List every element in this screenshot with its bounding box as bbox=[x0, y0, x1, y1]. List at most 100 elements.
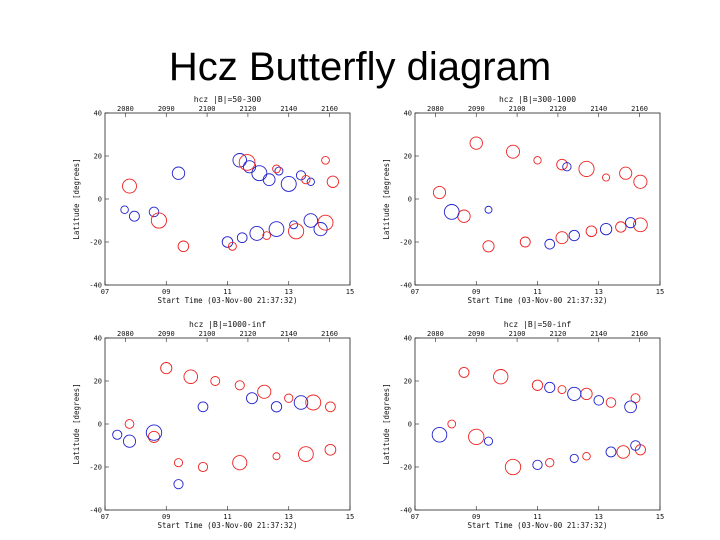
bottom-tick-label: 09 bbox=[472, 513, 480, 521]
panel-title: hcz |B|=50-inf bbox=[504, 320, 572, 329]
y-tick-label: 0 bbox=[98, 421, 102, 429]
data-point-red bbox=[305, 394, 322, 411]
top-tick-label: 2160 bbox=[321, 330, 338, 338]
data-point-red bbox=[578, 160, 595, 177]
y-tick-label: -40 bbox=[399, 282, 412, 290]
y-tick-label: -20 bbox=[89, 239, 102, 247]
top-tick-label: 2120 bbox=[239, 330, 256, 338]
data-point-blue bbox=[262, 173, 276, 187]
data-point-blue bbox=[532, 459, 543, 471]
data-point-red bbox=[545, 458, 555, 468]
data-point-blue bbox=[567, 386, 582, 401]
bottom-tick-label: 07 bbox=[411, 513, 419, 521]
data-point-red bbox=[173, 458, 184, 468]
y-tick-label: 0 bbox=[98, 196, 102, 204]
data-point-red bbox=[232, 455, 248, 471]
x-axis-title: Start Time (03-Nov-00 21:37:32) bbox=[468, 521, 608, 530]
bottom-tick-label: 07 bbox=[101, 288, 109, 296]
slide-title: Hcz Butterfly diagram bbox=[168, 45, 552, 89]
data-point-red bbox=[284, 393, 294, 403]
data-point-red bbox=[210, 376, 221, 386]
data-point-blue bbox=[280, 175, 297, 192]
top-tick-label: 2160 bbox=[321, 105, 338, 113]
data-point-blue bbox=[236, 232, 248, 244]
y-tick-label: -20 bbox=[89, 464, 102, 472]
y-tick-label: -40 bbox=[399, 507, 412, 515]
y-axis-title: Latitude [degrees] bbox=[72, 158, 81, 239]
data-point-blue bbox=[625, 217, 637, 229]
data-point-red bbox=[557, 385, 567, 395]
data-point-blue bbox=[599, 222, 613, 236]
bottom-tick-label: 15 bbox=[346, 513, 354, 521]
data-point-red bbox=[533, 156, 542, 165]
data-point-blue bbox=[544, 381, 556, 393]
data-point-blue bbox=[289, 220, 299, 230]
top-tick-label: 2100 bbox=[199, 330, 216, 338]
data-point-red bbox=[602, 173, 611, 182]
data-point-red bbox=[447, 419, 457, 429]
data-point-red bbox=[150, 212, 167, 229]
top-tick-label: 2080 bbox=[427, 105, 444, 113]
data-point-blue bbox=[313, 222, 328, 237]
bottom-tick-label: 09 bbox=[162, 513, 170, 521]
data-point-red bbox=[469, 136, 483, 150]
data-point-blue bbox=[605, 446, 617, 458]
top-tick-label: 2140 bbox=[590, 105, 607, 113]
bottom-tick-label: 13 bbox=[285, 288, 293, 296]
y-tick-label: 20 bbox=[94, 153, 102, 161]
data-point-blue bbox=[145, 424, 163, 441]
data-point-red bbox=[298, 446, 314, 462]
data-point-blue bbox=[221, 236, 234, 248]
data-point-blue bbox=[630, 440, 641, 451]
top-tick-label: 2080 bbox=[117, 105, 134, 113]
data-point-red bbox=[580, 387, 593, 401]
data-point-blue bbox=[120, 205, 129, 214]
data-point-red bbox=[482, 240, 495, 253]
top-tick-label: 2160 bbox=[631, 330, 648, 338]
data-point-red bbox=[272, 164, 281, 174]
bottom-tick-label: 15 bbox=[656, 513, 664, 521]
top-tick-label: 2120 bbox=[549, 330, 566, 338]
top-tick-label: 2080 bbox=[117, 330, 134, 338]
bottom-tick-label: 15 bbox=[656, 288, 664, 296]
x-axis-title: Start Time (03-Nov-00 21:37:32) bbox=[158, 521, 298, 530]
data-point-blue bbox=[148, 206, 160, 218]
data-point-red bbox=[585, 225, 598, 237]
data-point-red bbox=[630, 393, 641, 404]
bottom-tick-label: 15 bbox=[346, 288, 354, 296]
y-tick-label: -20 bbox=[399, 239, 412, 247]
panel-title: hcz |B|=50-300 bbox=[194, 95, 262, 104]
data-point-blue bbox=[171, 166, 186, 180]
data-point-blue bbox=[197, 401, 209, 413]
top-tick-label: 2140 bbox=[280, 105, 297, 113]
data-point-red bbox=[183, 369, 198, 384]
data-point-blue bbox=[128, 210, 140, 222]
bottom-tick-label: 11 bbox=[533, 288, 541, 296]
top-tick-label: 2090 bbox=[158, 330, 175, 338]
data-point-red bbox=[257, 384, 272, 399]
bottom-tick-label: 11 bbox=[223, 288, 231, 296]
panel-bottom-left: hcz |B|=1000-inf 2080 2090 2100 2120 2140 2160… bbox=[72, 320, 354, 530]
bottom-tick-label: 11 bbox=[533, 513, 541, 521]
y-tick-label: 40 bbox=[404, 110, 412, 118]
data-point-red bbox=[616, 445, 630, 459]
data-point-red bbox=[147, 430, 161, 443]
x-axis-title: Start Time (03-Nov-00 21:37:32) bbox=[158, 296, 298, 305]
data-point-blue bbox=[274, 166, 284, 176]
data-point-blue bbox=[232, 153, 247, 168]
data-point-blue bbox=[293, 395, 309, 410]
top-tick-label: 2090 bbox=[158, 105, 175, 113]
top-tick-label: 2140 bbox=[590, 330, 607, 338]
data-point-red bbox=[325, 401, 336, 413]
panel-title: hcz |B|=1000-inf bbox=[189, 320, 266, 329]
data-point-red bbox=[317, 214, 334, 231]
top-tick-label: 2120 bbox=[549, 105, 566, 113]
top-tick-label: 2160 bbox=[631, 105, 648, 113]
data-point-blue bbox=[249, 225, 265, 241]
bottom-tick-label: 11 bbox=[223, 513, 231, 521]
data-point-red bbox=[234, 380, 245, 391]
data-point-red bbox=[531, 379, 544, 391]
y-axis-title: Latitude [degrees] bbox=[382, 383, 391, 464]
data-point-blue bbox=[112, 429, 123, 440]
top-tick-label: 2100 bbox=[199, 105, 216, 113]
